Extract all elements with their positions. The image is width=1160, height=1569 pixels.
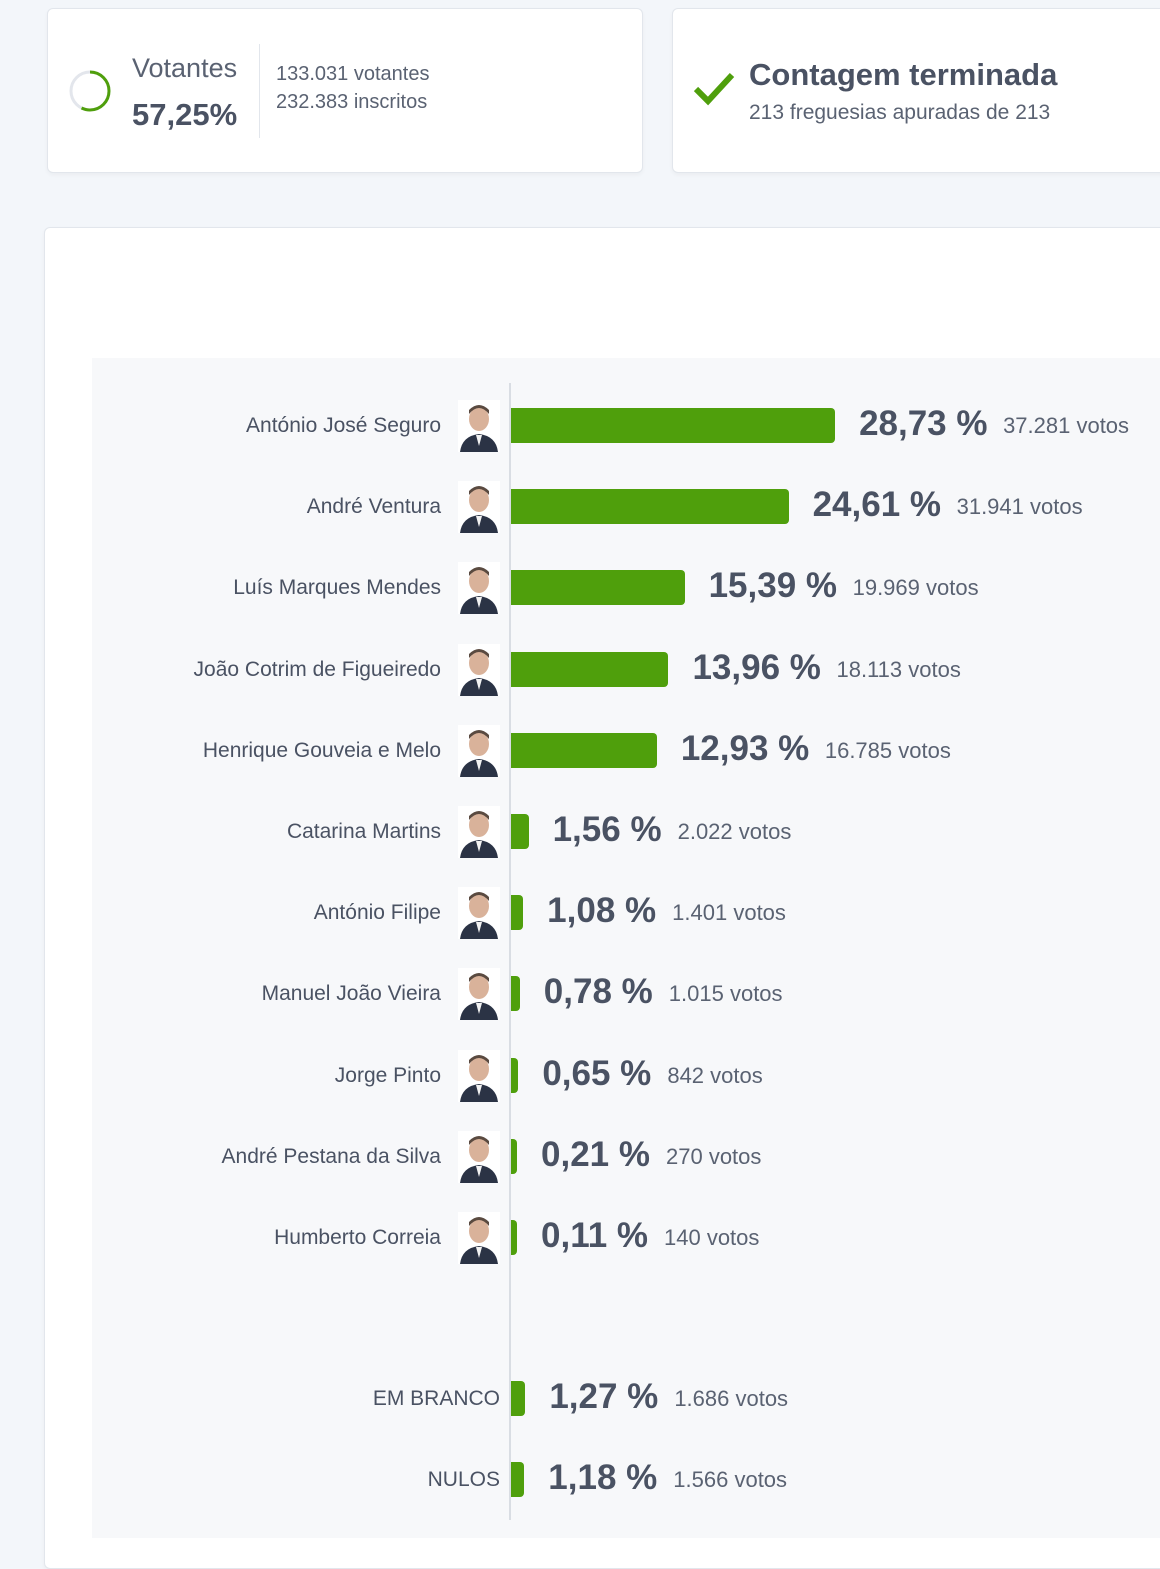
result-bar	[511, 489, 789, 525]
divider	[259, 44, 260, 138]
result-bar	[511, 1462, 525, 1497]
candidate-name: Luís Marques Mendes	[233, 576, 441, 600]
candidate-name: Humberto Correia	[274, 1226, 441, 1249]
result-bar	[511, 1057, 519, 1093]
candidate-name: Jorge Pinto	[334, 1063, 441, 1087]
candidate-photo	[458, 1212, 500, 1264]
chart-axis	[509, 383, 511, 1520]
percent-label: 1,08 %	[547, 891, 657, 931]
result-row: André Ventura 24,61 % 31.941 votos	[92, 477, 1160, 537]
result-bar	[511, 732, 657, 768]
candidate-photo	[458, 481, 500, 534]
result-row: Jorge Pinto 0,65 % 842 votos	[92, 1046, 1160, 1106]
percent-label: 13,96 %	[692, 647, 821, 687]
status-title: Contagem terminada	[749, 57, 1058, 92]
result-bar	[511, 570, 685, 606]
result-bar	[511, 1381, 526, 1416]
result-bar	[511, 651, 669, 687]
votes-label: 19.969 votos	[852, 575, 979, 601]
votes-label: 1.401 votos	[672, 900, 786, 926]
check-icon	[693, 72, 735, 106]
result-row: Luís Marques Mendes 15,39 % 19.969 votos	[92, 558, 1160, 618]
candidate-photo	[458, 806, 500, 858]
votes-label: 16.785 votos	[824, 737, 951, 763]
result-row: António José Seguro 28,73 % 37.281 votos	[92, 396, 1160, 456]
candidate-name: André Ventura	[306, 495, 441, 519]
result-row: NULOS 1,18 % 1.566 votos	[92, 1450, 1160, 1510]
percent-label: 28,73 %	[859, 404, 988, 443]
candidate-name: Henrique Gouveia e Melo	[202, 738, 441, 762]
result-row: Henrique Gouveia e Melo 12,93 % 16.785 vot…	[92, 721, 1160, 781]
candidate-photo	[458, 724, 500, 777]
candidate-name: Manuel João Vieira	[261, 982, 441, 1006]
percent-label: 1,18 %	[548, 1458, 658, 1497]
turnout-label: Votantes	[132, 53, 238, 83]
candidate-photo	[458, 968, 500, 1021]
result-row: Catarina Martins 1,56 % 2.022 votos	[92, 802, 1160, 862]
result-bar	[511, 1220, 517, 1255]
turnout-percent: 57,25%	[132, 97, 238, 132]
percent-label: 0,65 %	[542, 1053, 652, 1093]
result-bar	[511, 895, 524, 931]
candidate-photo	[458, 643, 500, 696]
percent-label: 1,56 %	[552, 810, 662, 849]
candidate-name: João Cotrim de Figueiredo	[193, 657, 441, 681]
candidate-name: EM BRANCO	[372, 1387, 500, 1410]
percent-label: 1,27 %	[549, 1377, 659, 1416]
percent-label: 12,93 %	[680, 728, 810, 768]
percent-label: 0,21 %	[541, 1134, 650, 1174]
result-row: António Filipe 1,08 % 1.401 votos	[92, 883, 1160, 943]
candidate-name: André Pestana da Silva	[221, 1144, 441, 1168]
candidate-photo	[458, 1130, 500, 1183]
votes-label: 1.566 votos	[673, 1467, 788, 1492]
turnout-card: Votantes 57,25% 133.031 votantes 232.383…	[47, 8, 643, 173]
votes-label: 140 votos	[664, 1225, 760, 1250]
percent-label: 0,78 %	[543, 972, 653, 1012]
results-chart: António José Seguro 28,73 % 37.281 votos An…	[92, 358, 1160, 1538]
candidate-name: Catarina Martins	[286, 820, 441, 843]
result-row: Humberto Correia 0,11 % 140 votos	[92, 1208, 1160, 1268]
result-row: Manuel João Vieira 0,78 % 1.015 votos	[92, 964, 1160, 1024]
registered-count: 232.383 inscritos	[276, 91, 428, 113]
votes-label: 2.022 votos	[677, 819, 792, 844]
candidate-photo	[458, 887, 500, 940]
candidate-name: NULOS	[427, 1468, 500, 1491]
result-bar	[511, 814, 529, 849]
votes-label: 1.686 votos	[674, 1386, 789, 1411]
votes-label: 18.113 votos	[836, 656, 961, 682]
result-row: EM BRANCO 1,27 % 1.686 votos	[92, 1369, 1160, 1429]
turnout-ring-icon	[69, 70, 111, 112]
votes-label: 842 votos	[667, 1062, 763, 1088]
count-status-card: Contagem terminada 213 freguesias apurad…	[672, 8, 1160, 173]
candidate-photo	[458, 1049, 500, 1102]
votes-label: 37.281 votos	[1003, 413, 1130, 438]
status-subtitle: 213 freguesias apuradas de 213	[749, 101, 1051, 124]
result-bar	[511, 1138, 517, 1174]
result-bar	[511, 408, 836, 443]
percent-label: 15,39 %	[708, 566, 838, 606]
candidate-photo	[458, 562, 500, 615]
candidate-name: António José Seguro	[246, 414, 441, 437]
votes-label: 1.015 votos	[668, 981, 783, 1007]
votes-label: 31.941 votos	[956, 494, 1083, 520]
percent-label: 24,61 %	[812, 485, 942, 525]
result-row: João Cotrim de Figueiredo 13,96 % 18.113 v…	[92, 640, 1160, 700]
percent-label: 0,11 %	[541, 1216, 649, 1255]
voters-count: 133.031 votantes	[276, 63, 430, 85]
result-row: André Pestana da Silva 0,21 % 270 votos	[92, 1127, 1160, 1187]
votes-label: 270 votos	[666, 1143, 762, 1169]
result-bar	[511, 976, 520, 1012]
candidate-photo	[458, 400, 500, 452]
candidate-name: António Filipe	[313, 901, 441, 925]
